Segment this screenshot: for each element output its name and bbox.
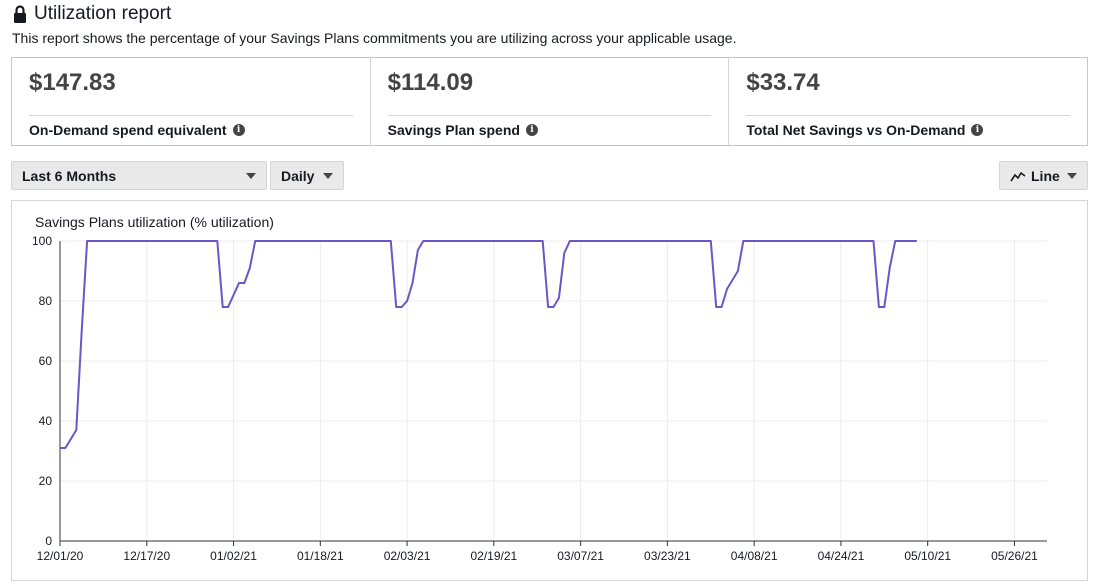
stat-value: $33.74 — [746, 69, 820, 96]
line-chart-icon — [1010, 171, 1026, 181]
granularity-dropdown[interactable]: Daily — [270, 161, 344, 190]
x-tick-label: 05/26/21 — [991, 549, 1038, 563]
summary-panel: $147.83 On-Demand spend equivalent i $11… — [11, 57, 1088, 146]
stat-label: Total Net Savings vs On-Demand — [746, 122, 966, 138]
chevron-down-icon — [246, 172, 256, 179]
x-tick-label: 01/18/21 — [297, 549, 344, 563]
stat-label: On-Demand spend equivalent — [29, 122, 227, 138]
y-tick-label: 100 — [32, 234, 52, 248]
stat-on-demand: $147.83 On-Demand spend equivalent i — [12, 58, 370, 145]
stat-savings-plan-spend: $114.09 Savings Plan spend i — [369, 58, 729, 145]
x-tick-label: 03/23/21 — [644, 549, 691, 563]
utilization-line-chart: 0 20 40 60 80 100 12/01/20 12/17/20 01/02/21 01/1… — [32, 234, 1047, 563]
report-header: Utilization report — [12, 3, 171, 25]
chart-type-label-row: Line — [1010, 168, 1060, 184]
divider — [29, 115, 353, 116]
divider — [387, 115, 712, 116]
x-tick-label: 04/24/21 — [818, 549, 865, 563]
chart-panel: Savings Plans utilization (% utilization… — [11, 200, 1088, 581]
lock-icon — [14, 5, 26, 23]
time-range-dropdown[interactable]: Last 6 Months — [11, 161, 267, 190]
y-tick-label: 0 — [45, 534, 52, 548]
stat-value: $147.83 — [29, 69, 116, 96]
chevron-down-icon — [323, 172, 333, 179]
x-tick-label: 02/19/21 — [470, 549, 517, 563]
x-tick-label: 01/02/21 — [210, 549, 257, 563]
x-tick-label: 04/08/21 — [731, 549, 778, 563]
x-tick-label: 12/01/20 — [37, 549, 84, 563]
y-tick-label: 80 — [39, 294, 53, 308]
x-tick-label: 05/10/21 — [904, 549, 951, 563]
info-icon[interactable]: i — [232, 124, 245, 136]
x-tick-label: 02/03/21 — [384, 549, 431, 563]
stat-label-row: Savings Plan spend i — [388, 122, 538, 138]
chart-title: Savings Plans utilization (% utilization… — [35, 214, 274, 230]
stat-label-row: On-Demand spend equivalent i — [29, 122, 245, 138]
chart-type-value: Line — [1031, 167, 1060, 184]
x-tick-label: 03/07/21 — [557, 549, 604, 563]
y-tick-label: 20 — [39, 474, 53, 488]
page-title: Utilization report — [34, 3, 172, 24]
page-description: This report shows the percentage of your… — [12, 30, 737, 46]
granularity-value: Daily — [281, 167, 315, 184]
stat-label-row: Total Net Savings vs On-Demand i — [746, 122, 984, 138]
time-range-value: Last 6 Months — [22, 167, 117, 184]
stat-net-savings: $33.74 Total Net Savings vs On-Demand i — [728, 58, 1087, 145]
chevron-down-icon — [1067, 172, 1077, 179]
stat-value: $114.09 — [387, 69, 474, 96]
y-tick-label: 40 — [39, 414, 53, 428]
chart-type-dropdown[interactable]: Line — [999, 161, 1088, 190]
y-tick-label: 60 — [39, 354, 53, 368]
info-icon[interactable]: i — [971, 124, 984, 136]
utilization-series-line — [60, 240, 917, 449]
x-tick-label: 12/17/20 — [123, 549, 170, 563]
divider — [746, 115, 1071, 116]
stat-label: Savings Plan spend — [387, 122, 520, 138]
info-icon[interactable]: i — [525, 124, 538, 136]
